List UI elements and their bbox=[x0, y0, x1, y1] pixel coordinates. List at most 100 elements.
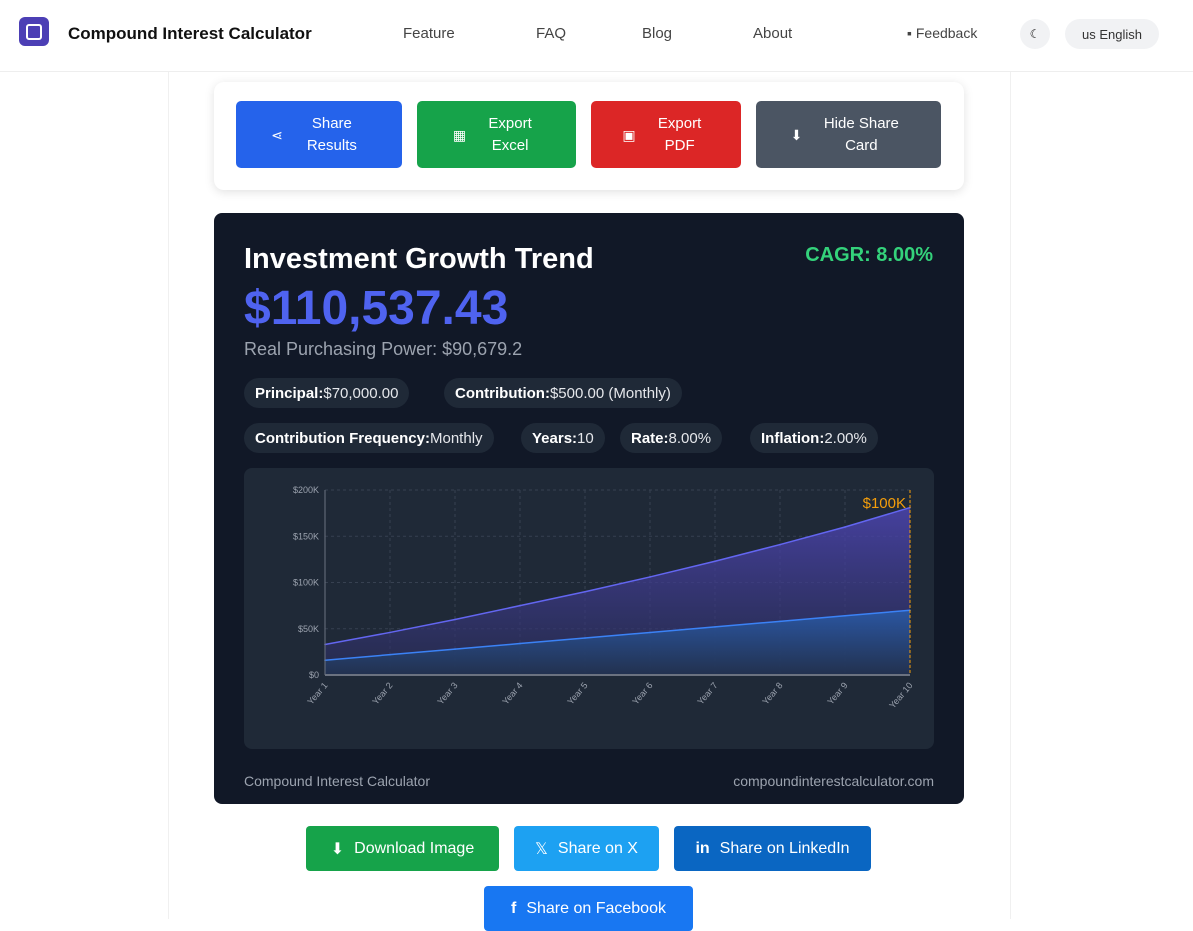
label: Share on X bbox=[557, 839, 638, 857]
nav-feature[interactable]: Feature bbox=[403, 25, 455, 42]
data-point bbox=[519, 604, 521, 607]
data-point bbox=[584, 637, 586, 639]
theme-toggle-moon-icon[interactable]: ☾ bbox=[1020, 19, 1050, 49]
data-point bbox=[779, 543, 781, 546]
cagr: CAGR: 8.00% bbox=[805, 244, 933, 266]
pill-inflation: Inflation: 2.00% bbox=[750, 423, 878, 453]
card-title: Investment Growth Trend bbox=[244, 243, 594, 275]
y-tick-label: $100K bbox=[293, 578, 319, 588]
x-tick-label: Year 10 bbox=[887, 680, 914, 710]
series-area bbox=[325, 610, 910, 675]
v: 2.00% bbox=[824, 429, 867, 447]
x-tick-label: Year 1 bbox=[305, 680, 329, 706]
x-tick-label: Year 7 bbox=[695, 680, 719, 706]
real-purchasing-power: Real Purchasing Power: $90,679.2 bbox=[244, 339, 523, 359]
k: Rate: bbox=[631, 429, 669, 447]
y-tick-label: $150K bbox=[293, 531, 319, 541]
final-amount: $110,537.43 bbox=[244, 282, 509, 335]
export-pdf-button[interactable]: ▣ Export PDF bbox=[591, 101, 741, 168]
pill-principal: Principal: $70,000.00 bbox=[244, 378, 410, 408]
header: Compound Interest Calculator Feature FAQ… bbox=[0, 0, 1193, 72]
logo-icon[interactable] bbox=[19, 17, 49, 46]
export-excel-button[interactable]: ▦ Export Excel bbox=[417, 101, 576, 168]
label: Share Results bbox=[306, 114, 357, 154]
download-icon: ⬇ bbox=[330, 840, 345, 858]
x-tick-label: Year 3 bbox=[435, 680, 459, 706]
x-tick-label: Year 9 bbox=[825, 680, 849, 706]
k: Principal: bbox=[255, 384, 324, 402]
v: 8.00% bbox=[668, 429, 712, 447]
x-tick-label: Year 6 bbox=[630, 680, 654, 706]
k: Contribution: bbox=[455, 384, 550, 402]
data-point bbox=[779, 620, 781, 623]
brand-name[interactable]: Compound Interest Calculator bbox=[68, 24, 312, 43]
nav-blog[interactable]: Blog bbox=[642, 25, 673, 42]
data-point bbox=[844, 615, 846, 617]
data-point bbox=[714, 560, 716, 563]
label: Hide Share Card bbox=[823, 114, 899, 154]
k: Contribution Frequency: bbox=[255, 429, 430, 447]
data-point bbox=[519, 642, 521, 645]
download-icon: ⬇ bbox=[790, 126, 803, 143]
language-selector[interactable]: us English bbox=[1065, 19, 1159, 49]
annotation-label: $100K bbox=[863, 495, 906, 512]
pill-rate: Rate: 8.00% bbox=[620, 423, 723, 453]
share-facebook-button[interactable]: f Share on Facebook bbox=[484, 886, 693, 931]
y-tick-label: $0 bbox=[309, 670, 319, 680]
hide-share-card-button[interactable]: ⬇ Hide Share Card bbox=[756, 101, 941, 168]
x-icon: 𝕏 bbox=[535, 840, 548, 858]
label: Export Excel bbox=[488, 114, 532, 154]
x-tick-label: Year 4 bbox=[500, 680, 524, 706]
share-linkedin-button[interactable]: in Share on LinkedIn bbox=[674, 826, 871, 871]
x-tick-label: Year 5 bbox=[565, 680, 589, 706]
data-point bbox=[389, 631, 391, 634]
data-point bbox=[389, 653, 391, 656]
x-tick-label: Year 2 bbox=[370, 680, 394, 706]
content-column bbox=[168, 72, 1011, 919]
data-point bbox=[844, 526, 846, 528]
pdf-icon: ▣ bbox=[622, 126, 636, 143]
feedback-icon: ▪ bbox=[907, 25, 912, 41]
label: Download Image bbox=[354, 839, 475, 857]
data-point bbox=[649, 576, 651, 578]
v: Monthly bbox=[430, 429, 483, 447]
data-point bbox=[649, 631, 651, 634]
v: $70,000.00 bbox=[323, 384, 399, 402]
footer-url: compoundinterestcalculator.com bbox=[733, 773, 934, 789]
share-card: Investment Growth Trend CAGR: 8.00% $110… bbox=[214, 213, 964, 804]
label: Export PDF bbox=[657, 114, 702, 154]
label: Share on LinkedIn bbox=[719, 839, 850, 857]
share-x-button[interactable]: 𝕏 Share on X bbox=[514, 826, 659, 871]
chart-container: $0 $50K $100K $150K $200K Year 1 Year 2 Year 3 Y… bbox=[244, 468, 934, 749]
series-line bbox=[324, 609, 911, 661]
facebook-icon: f bbox=[511, 899, 517, 917]
linkedin-icon: in bbox=[695, 839, 710, 857]
k: Years: bbox=[532, 429, 578, 447]
pill-contribution: Contribution: $500.00 (Monthly) bbox=[444, 378, 682, 408]
y-tick-label: $50K bbox=[298, 624, 319, 634]
pill-frequency: Contribution Frequency: Monthly bbox=[244, 423, 494, 453]
label: Share on Facebook bbox=[526, 899, 666, 917]
download-image-button[interactable]: ⬇ Download Image bbox=[306, 826, 499, 871]
data-point bbox=[714, 626, 716, 628]
feedback-button[interactable]: ▪ Feedback bbox=[907, 25, 977, 41]
feedback-label: Feedback bbox=[915, 25, 978, 41]
x-tick-label: Year 8 bbox=[760, 680, 784, 706]
y-tick-label: $200K bbox=[293, 485, 319, 495]
data-point bbox=[454, 618, 456, 621]
data-point bbox=[584, 590, 586, 593]
growth-chart: $0 $50K $100K $150K $200K Year 1 Year 2 Year 3 Y… bbox=[293, 485, 915, 710]
footer-brand: Compound Interest Calculator bbox=[244, 773, 430, 789]
action-bar: ⋖ Share Results ▦ Export Excel ▣ Export PDF… bbox=[214, 82, 964, 190]
v: 10 bbox=[577, 429, 594, 447]
data-point bbox=[454, 648, 456, 650]
share-icon: ⋖ bbox=[271, 126, 283, 143]
excel-icon: ▦ bbox=[452, 126, 467, 143]
nav-faq[interactable]: FAQ bbox=[536, 25, 567, 42]
pill-years: Years: 10 bbox=[521, 423, 605, 453]
v: $500.00 (Monthly) bbox=[549, 384, 671, 402]
nav-about[interactable]: About bbox=[753, 25, 793, 42]
k: Inflation: bbox=[761, 429, 825, 447]
share-results-button[interactable]: ⋖ Share Results bbox=[236, 101, 402, 168]
series-line bbox=[324, 506, 911, 646]
